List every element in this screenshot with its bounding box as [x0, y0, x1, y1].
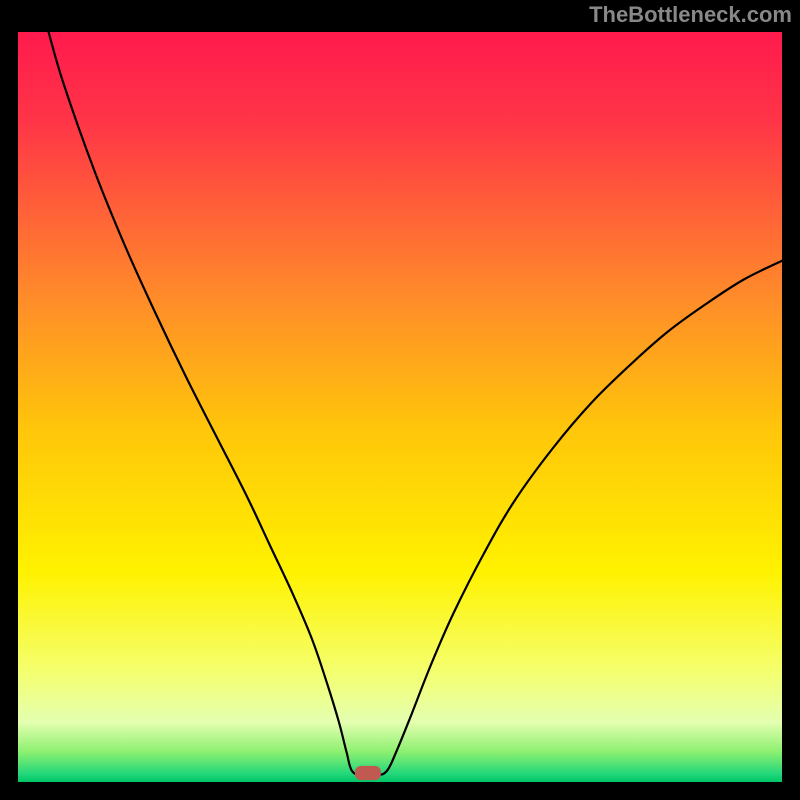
chart-container: { "watermark": { "text": "TheBottleneck.… [0, 0, 800, 800]
bottleneck-chart [0, 0, 800, 800]
